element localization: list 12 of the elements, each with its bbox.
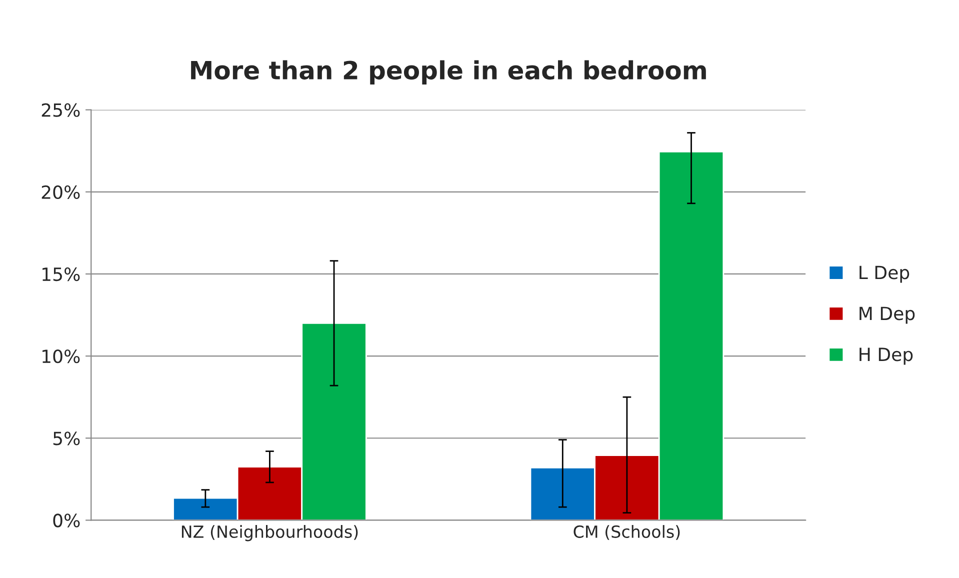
y-tick-label: 10% — [42, 350, 80, 364]
x-tick-label: CM (Schools) — [574, 525, 680, 540]
y-tick-label: 25% — [42, 103, 80, 117]
chart-title: More than 2 people in each bedroom — [191, 60, 706, 84]
y-tick-label: 5% — [53, 432, 80, 446]
legend-label: H Dep — [860, 348, 913, 365]
y-tick-label: 20% — [42, 185, 80, 200]
x-tick-label: NZ (Neighbourhoods) — [182, 525, 358, 542]
legend-label: L Dep — [860, 266, 910, 283]
legend-label: M Dep — [860, 306, 915, 324]
y-tick-label: 15% — [42, 267, 80, 282]
y-tick-label: 0% — [53, 514, 80, 528]
